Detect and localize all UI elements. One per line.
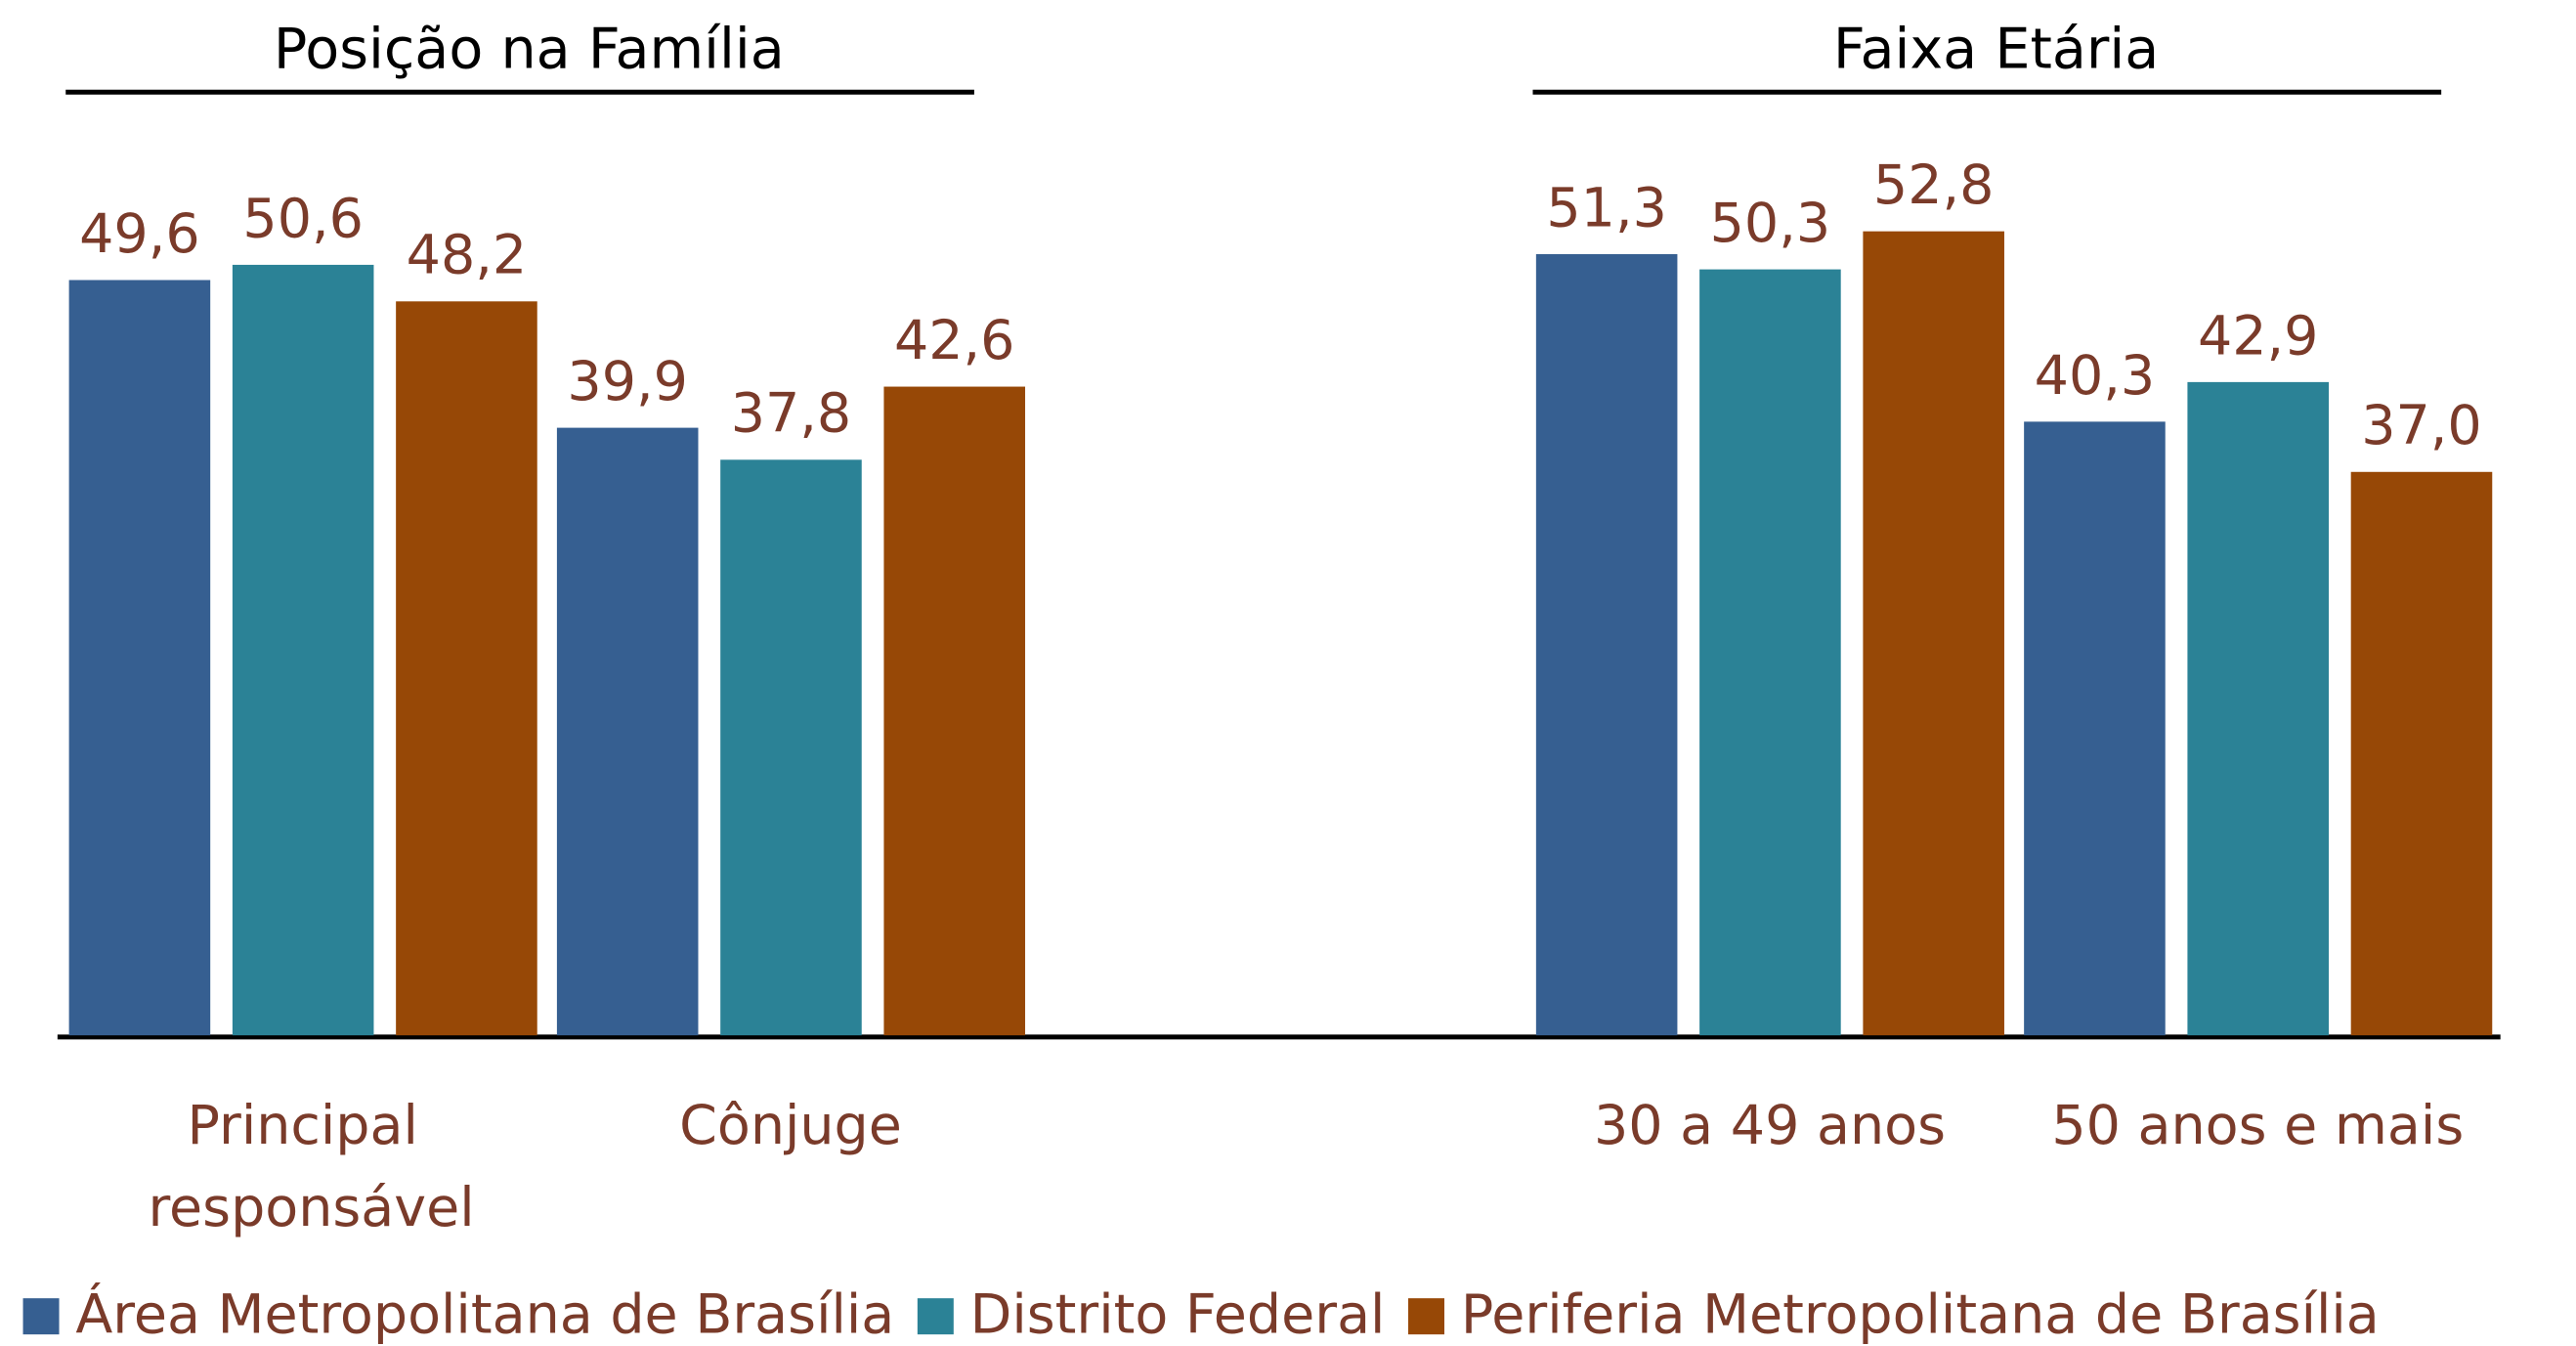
legend-swatch (1408, 1298, 1445, 1335)
x-tick-label: 30 a 49 anos (1594, 1095, 1946, 1157)
bar (2187, 381, 2329, 1036)
panel-title: Posição na Família (274, 18, 785, 82)
legend-label: Distrito Federal (970, 1283, 1386, 1346)
legend-swatch (22, 1298, 60, 1335)
value-label: 40,3 (2035, 345, 2156, 408)
bar (1535, 254, 1678, 1036)
value-label: 42,6 (894, 310, 1015, 372)
legend-swatch (917, 1298, 954, 1335)
value-label: 50,6 (242, 188, 364, 250)
bar (883, 386, 1026, 1036)
x-tick-label-line: responsável (131, 1177, 475, 1239)
value-label: 48,2 (407, 225, 528, 287)
value-label: 42,9 (2198, 305, 2319, 368)
legend-label: Área Metropolitana de Brasília (75, 1282, 894, 1346)
legend-label: Periferia Metropolitana de Brasília (1461, 1283, 2380, 1346)
bar (720, 459, 862, 1036)
value-label: 37,8 (731, 383, 852, 446)
bar (1863, 231, 2004, 1036)
x-tick-label: 50 anos e mais (2051, 1095, 2464, 1157)
value-label: 39,9 (567, 351, 688, 413)
value-label: 51,3 (1546, 177, 1667, 239)
bar (396, 301, 537, 1036)
bar (2350, 471, 2493, 1036)
bar (2024, 421, 2166, 1036)
value-label: 52,8 (1873, 154, 1995, 217)
value-label: 49,6 (79, 203, 200, 266)
value-label: 50,3 (1710, 193, 1831, 255)
panel-title: Faixa Etária (1833, 18, 2159, 82)
bar (1699, 269, 1841, 1036)
bar (556, 427, 699, 1036)
x-tick-label: Principal responsável (131, 1095, 475, 1239)
bar (232, 264, 374, 1036)
x-tick-label: Cônjuge (679, 1095, 902, 1157)
x-tick-label-line: Principal (188, 1095, 418, 1157)
bar (68, 280, 211, 1036)
value-label: 37,0 (2361, 395, 2482, 457)
